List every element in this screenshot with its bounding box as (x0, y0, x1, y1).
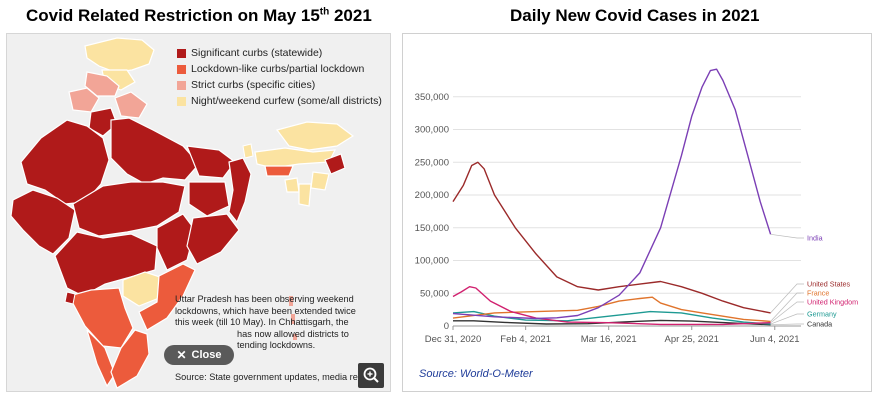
map-region-tamil-nadu (110, 329, 150, 389)
y-tick-label: 50,000 (420, 288, 449, 299)
y-tick-label: 250,000 (415, 157, 449, 168)
map-region-mizoram (298, 183, 312, 207)
y-tick-label: 100,000 (415, 256, 449, 267)
y-tick-label: 300,000 (415, 125, 449, 136)
map-region-islands (289, 296, 297, 340)
legend-item: Significant curbs (statewide) (177, 45, 382, 61)
map-note: Uttar Pradesh has been observing weekend… (175, 294, 385, 352)
map-note-line: Uttar Pradesh has been observing weekend (175, 294, 354, 304)
map-region-odisha (186, 213, 240, 265)
map-region-jharkhand (188, 181, 230, 217)
x-tick-label: Jun 4, 2021 (750, 334, 800, 345)
y-tick-label: 150,000 (415, 223, 449, 234)
legend-label: Night/weekend curfew (some/all districts… (191, 95, 382, 107)
series-line-france (452, 296, 771, 323)
map-region-punjab (68, 87, 100, 113)
chart-source: Source: World-O-Meter (419, 368, 533, 380)
map-legend: Significant curbs (statewide) Lockdown-li… (177, 45, 382, 109)
close-label: Close (191, 349, 222, 361)
map-note-line: tending lockdowns. (237, 340, 316, 350)
cases-line-chart: 0 50,000 100,000 150,000 200,000 250,000 300,0… (415, 68, 859, 345)
series-label: United Kingdom (807, 298, 858, 307)
map-region-goa (64, 291, 76, 305)
legend-item: Strict curbs (specific cities) (177, 77, 382, 93)
series-label: France (807, 289, 829, 298)
map-region-madhya-pradesh (72, 181, 186, 237)
map-region-nagaland (324, 153, 346, 175)
map-region-uttarakhand (114, 91, 148, 119)
close-button[interactable]: ✕ Close (164, 345, 234, 365)
map-note-line: this week (till 10 May). In Chhattisgarh… (175, 317, 349, 327)
series-label: Germany (807, 310, 837, 319)
map-region-andhra-pradesh (138, 263, 196, 331)
series-line-united-states (452, 161, 771, 314)
map-region-bihar (186, 145, 236, 179)
series-leader-line (770, 301, 804, 324)
zoom-button[interactable] (358, 363, 384, 388)
legend-label: Strict curbs (specific cities) (191, 79, 316, 91)
map-region-meghalaya (264, 165, 294, 177)
map-region-karnataka (68, 287, 134, 349)
x-tick-label: Apr 25, 2021 (665, 334, 719, 345)
legend-item: Night/weekend curfew (some/all districts… (177, 93, 382, 109)
series-line-india (452, 68, 772, 320)
right-panel-title: Daily New Covid Cases in 2021 (510, 6, 760, 25)
chart-series (452, 68, 772, 326)
map-region-kerala (86, 329, 116, 388)
map-region-rajasthan (20, 119, 110, 205)
legend-swatch (177, 80, 186, 90)
legend-item: Lockdown-like curbs/partial lockdown (177, 61, 382, 77)
legend-swatch (177, 64, 186, 74)
series-leader-line (770, 313, 804, 325)
india-restriction-map (10, 37, 355, 389)
y-tick-label: 200,000 (415, 190, 449, 201)
series-line-germany (452, 310, 771, 325)
map-source: Source: State government updates, media … (175, 372, 379, 382)
series-leader-line (770, 283, 804, 314)
map-region-west-bengal (228, 157, 252, 224)
legend-swatch (177, 96, 186, 106)
map-region-uttar-pradesh (110, 117, 200, 185)
map-region-himachal-pradesh (84, 71, 120, 97)
legend-label: Significant curbs (statewide) (191, 47, 323, 59)
map-region-haryana (88, 107, 118, 137)
map-region-gujarat (10, 189, 76, 255)
restriction-map-panel: Significant curbs (statewide) Lockdown-li… (6, 33, 391, 392)
map-region-jammu-kashmir (84, 37, 155, 73)
series-line-united-kingdom (452, 286, 771, 326)
close-icon: ✕ (176, 348, 187, 362)
map-region-sikkim (242, 143, 254, 159)
y-tick-label: 0 (444, 321, 449, 332)
series-leader-line (770, 292, 804, 322)
x-tick-label: Feb 4, 2021 (500, 334, 551, 345)
map-region-manipur (310, 171, 330, 191)
series-label: United States (807, 280, 851, 289)
series-leader-line (770, 233, 804, 239)
map-region-arunachal-pradesh (275, 121, 355, 151)
x-tick-label: Dec 31, 2020 (425, 334, 482, 345)
map-note-line: has now allowed districts to (237, 328, 349, 339)
series-label: Canada (807, 320, 832, 329)
series-label: India (807, 234, 823, 243)
chart-labels: 0 50,000 100,000 150,000 200,000 250,000 300,0… (415, 92, 859, 345)
map-region-tripura (284, 177, 300, 193)
zoom-in-icon (363, 367, 379, 383)
cases-chart-panel: 0 50,000 100,000 150,000 200,000 250,000 300,0… (402, 33, 872, 392)
chart-gridlines (452, 96, 801, 330)
left-panel-title: Covid Related Restriction on May 15th 20… (26, 6, 372, 25)
legend-label: Lockdown-like curbs/partial lockdown (191, 63, 365, 75)
series-leader-line (770, 323, 804, 326)
y-tick-label: 350,000 (415, 92, 449, 103)
map-region-assam (254, 147, 337, 169)
x-tick-label: Mar 16, 2021 (581, 334, 637, 345)
legend-swatch (177, 48, 186, 58)
map-note-line: lockdowns, which have been extended twic… (175, 305, 356, 316)
